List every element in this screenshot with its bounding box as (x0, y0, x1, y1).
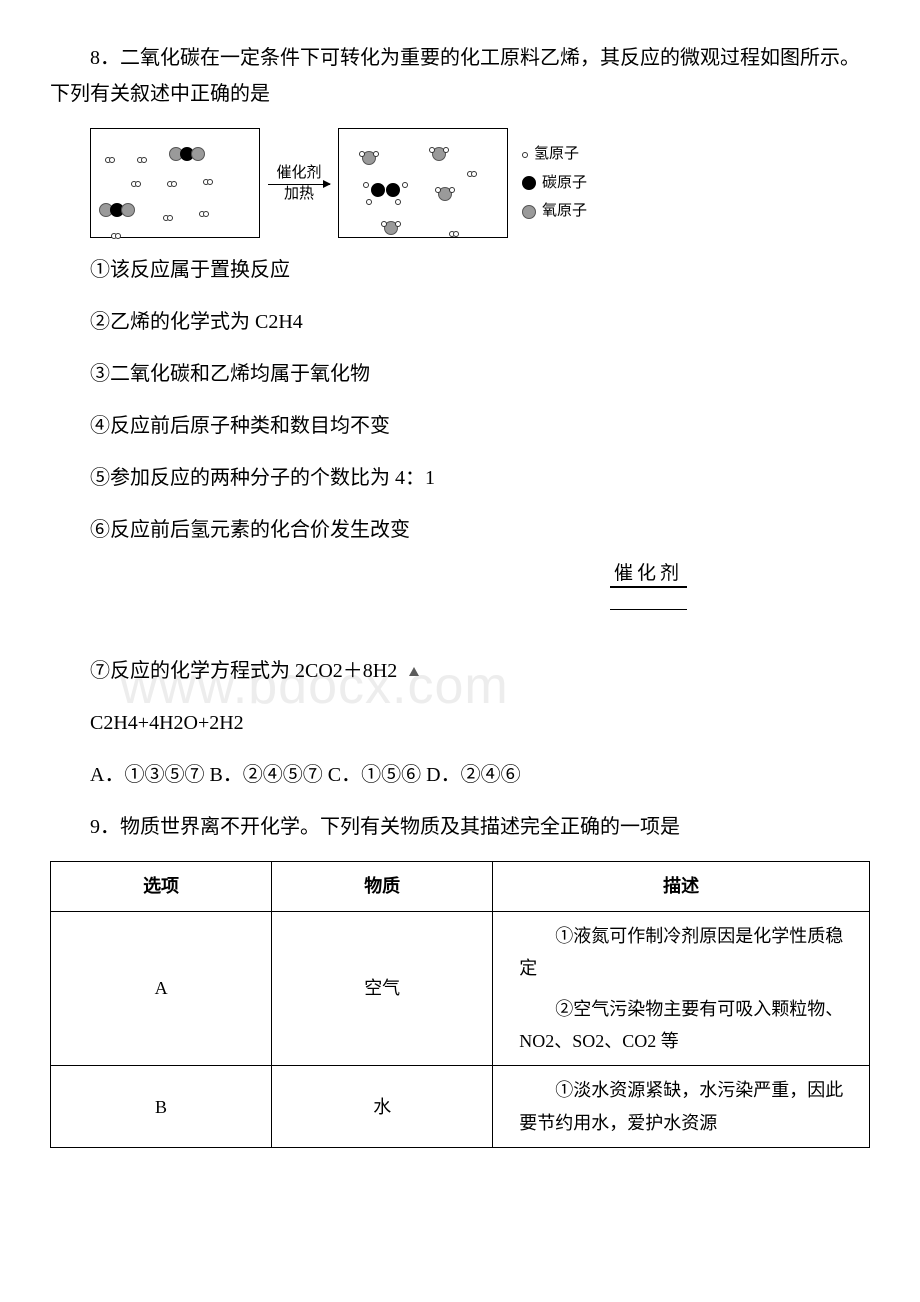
q8-item-2: ②乙烯的化学式为 C2H4 (50, 304, 870, 340)
desc-b-1: ①淡水资源紧缺，水污染严重，因此要节约用水，爱护水资源 (519, 1074, 855, 1139)
products-box (338, 128, 508, 238)
cell-desc-a: ①液氮可作制冷剂原因是化学性质稳定 ②空气污染物主要有可吸入颗粒物、NO2、SO… (493, 911, 870, 1066)
legend-h: 氢原子 (534, 140, 579, 169)
arrow-bottom-label: 加热 (268, 185, 330, 203)
q8-item-3: ③二氧化碳和乙烯均属于氧化物 (50, 356, 870, 392)
eq-condition-top: 催化剂 (610, 564, 687, 587)
q8-stem: 8．二氧化碳在一定条件下可转化为重要的化工原料乙烯，其反应的微观过程如图所示。下… (50, 40, 870, 112)
q8-item-6: ⑥反应前后氢元素的化合价发生改变 (50, 512, 870, 548)
th-description: 描述 (493, 862, 870, 911)
heat-triangle-icon (409, 667, 419, 676)
q8-item-7-line1: ⑦反应的化学方程式为 2CO2＋8H2 (50, 653, 870, 689)
cell-opt-a: A (51, 911, 272, 1066)
desc-a-2: ②空气污染物主要有可吸入颗粒物、NO2、SO2、CO2 等 (519, 993, 855, 1058)
table-row: B 水 ①淡水资源紧缺，水污染严重，因此要节约用水，爱护水资源 (51, 1066, 870, 1148)
q8-item-4: ④反应前后原子种类和数目均不变 (50, 408, 870, 444)
eq-condition-block: 催化剂 (610, 564, 870, 610)
table-header-row: 选项 物质 描述 (51, 862, 870, 911)
legend-o: 氧原子 (542, 197, 587, 226)
th-substance: 物质 (272, 862, 493, 911)
legend-c: 碳原子 (542, 169, 587, 198)
reactants-box (90, 128, 260, 238)
q8-item-1: ①该反应属于置换反应 (50, 252, 870, 288)
arrow-top-label: 催化剂 (268, 164, 330, 182)
atom-legend: 氢原子 碳原子 氧原子 (522, 140, 587, 226)
reaction-arrow: 催化剂 加热 (268, 164, 330, 203)
th-option: 选项 (51, 862, 272, 911)
q8-item-7-post: C2H4+4H2O+2H2 (50, 705, 870, 741)
q9-stem: 9．物质世界离不开化学。下列有关物质及其描述完全正确的一项是 (50, 809, 870, 845)
q8-options: A．①③⑤⑦ B．②④⑤⑦ C．①⑤⑥ D．②④⑥ (50, 757, 870, 793)
q9-table: 选项 物质 描述 A 空气 ①液氮可作制冷剂原因是化学性质稳定 ②空气污染物主要… (50, 861, 870, 1148)
q8-item-7-pre: ⑦反应的化学方程式为 2CO2＋8H2 (90, 660, 397, 682)
q8-item-5: ⑤参加反应的两种分子的个数比为 4：1 (50, 460, 870, 496)
desc-a-1: ①液氮可作制冷剂原因是化学性质稳定 (519, 920, 855, 985)
cell-desc-b: ①淡水资源紧缺，水污染严重，因此要节约用水，爱护水资源 (493, 1066, 870, 1148)
reaction-diagram: 催化剂 加热 氢原子 (90, 128, 870, 238)
table-row: A 空气 ①液氮可作制冷剂原因是化学性质稳定 ②空气污染物主要有可吸入颗粒物、N… (51, 911, 870, 1066)
cell-opt-b: B (51, 1066, 272, 1148)
cell-sub-b: 水 (272, 1066, 493, 1148)
cell-sub-a: 空气 (272, 911, 493, 1066)
